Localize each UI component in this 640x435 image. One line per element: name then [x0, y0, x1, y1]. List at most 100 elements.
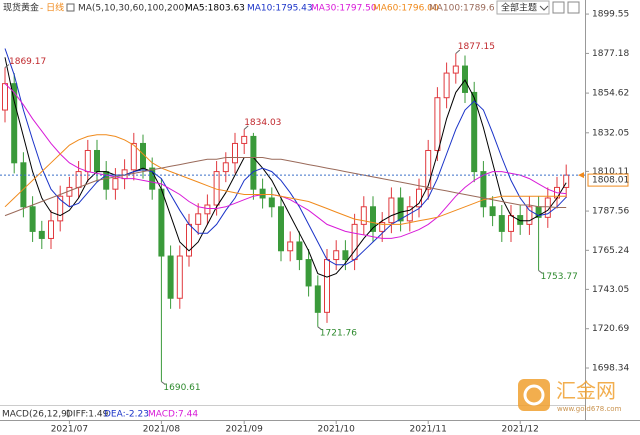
candle-body [20, 162, 27, 208]
candle-body [268, 197, 275, 208]
candle-body [342, 250, 349, 261]
candle-body [48, 220, 54, 239]
candle-body [278, 206, 284, 252]
y-tick-label: 1899.55 [592, 10, 629, 20]
watermark-url: www.gold678.com [557, 405, 622, 413]
candle-body [360, 206, 367, 225]
x-tick-label: 2021/12 [502, 425, 539, 435]
candle-body [176, 255, 183, 299]
last-price-label: 1808.01 [592, 176, 629, 186]
candle-body [94, 149, 100, 173]
candle-body [498, 215, 505, 232]
extreme-marker [161, 381, 166, 386]
watermark-logo-mark [523, 384, 545, 406]
ma-line [4, 134, 567, 225]
legend-entry: MA100:1789.6 [429, 4, 495, 14]
y-tick-label: 1810.11 [592, 167, 629, 177]
candle-body [526, 206, 533, 225]
candle-body [471, 91, 478, 173]
candle-body [452, 65, 459, 74]
candle-body [241, 135, 248, 144]
candle-body [443, 72, 450, 99]
chart-title: 现货黄金 [3, 2, 39, 14]
extreme-label: 1721.76 [320, 328, 357, 338]
macd-value: MACD:7.44 [148, 410, 198, 420]
period-label: - 日线 [40, 2, 64, 14]
extreme-label: 1753.77 [541, 272, 578, 282]
candle-body [388, 197, 395, 224]
watermark: 汇金网 www.gold678.com [518, 379, 622, 413]
ma-line [4, 57, 567, 278]
extreme-label: 1690.61 [163, 383, 200, 393]
macd-title: MACD(26,12,9) [2, 410, 70, 420]
candle-body [397, 197, 404, 222]
theme-button[interactable]: 全部主题 [496, 0, 550, 15]
ma-line [4, 157, 567, 217]
candle-body [425, 149, 432, 190]
extreme-marker [538, 270, 543, 274]
candle-body [112, 178, 119, 190]
legend-entry: MA30:1797.50 [311, 4, 377, 14]
candle-body [489, 206, 496, 217]
candle-body [563, 174, 570, 188]
candle-body [149, 167, 156, 190]
candle-body [379, 222, 386, 232]
x-tick-label: 2021/11 [410, 425, 447, 435]
extreme-marker [455, 49, 461, 54]
candle-body [57, 195, 64, 222]
candle-body [232, 142, 238, 164]
extreme-marker [317, 326, 323, 331]
candle-body [222, 162, 229, 173]
theme-button-box[interactable] [496, 0, 550, 15]
candle-body [462, 65, 468, 93]
legend-entry: MA5:1803.63 [185, 4, 245, 14]
candle-body [314, 285, 321, 313]
candle-body [38, 230, 45, 239]
ma-icon[interactable] [66, 3, 75, 12]
extreme-marker [243, 125, 249, 130]
last-price-box [587, 173, 629, 187]
extreme-label: 1877.15 [458, 42, 495, 52]
candle-body [351, 223, 358, 261]
candle-body [158, 188, 165, 257]
candle-body [287, 241, 294, 252]
tool-icon[interactable] [552, 1, 565, 14]
macd-diff: DIFF:1.49 [66, 410, 109, 420]
y-tick-label: 1877.18 [592, 49, 629, 59]
x-tick-label: 2021/10 [318, 425, 356, 435]
y-tick-label: 1720.69 [592, 324, 629, 334]
dropdown-arrow[interactable] [539, 5, 549, 11]
legend-entry: MA60:1796.00 [373, 4, 439, 14]
extreme-marker [4, 64, 10, 68]
tool-icon[interactable] [567, 1, 580, 14]
x-tick-label: 2021/08 [143, 425, 181, 435]
y-tick-label: 1787.56 [592, 207, 629, 217]
y-tick-label: 1743.05 [592, 285, 629, 295]
candle-body [75, 171, 82, 188]
ma-label: MA(5,10,30,60,100,200) [78, 4, 188, 14]
extreme-label: 1834.03 [244, 118, 281, 128]
candle-body [296, 241, 303, 261]
watermark-name: 汇金网 [556, 379, 616, 403]
candle-body [130, 142, 137, 171]
x-tick-label: 2021/07 [51, 425, 88, 435]
candle-body [305, 259, 312, 287]
candle-body [508, 215, 514, 232]
candle-body [324, 259, 330, 313]
ma-line [4, 48, 567, 266]
candle-body [259, 188, 266, 199]
last-price-arrow [578, 172, 584, 179]
candle-body [84, 149, 91, 173]
candle-body [333, 250, 340, 261]
candle-body [480, 171, 487, 208]
candle-body [517, 215, 524, 225]
watermark-logo [518, 379, 550, 411]
legend-entry: MA10:1795.43 [247, 4, 313, 14]
theme-button-label[interactable]: 全部主题 [501, 2, 537, 14]
ma-line [4, 83, 567, 239]
y-tick-label: 1832.05 [592, 128, 629, 138]
y-tick-label: 1698.34 [592, 364, 629, 374]
candle-body [2, 83, 8, 111]
